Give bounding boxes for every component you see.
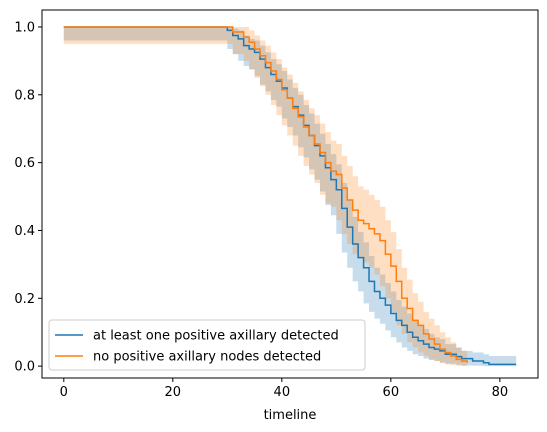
x-axis: 0 20 40 60 80 [60, 378, 508, 400]
x-tick-label: 20 [165, 385, 182, 400]
confidence-band-1 [63, 26, 517, 367]
x-tick-label: 80 [492, 385, 509, 400]
x-tick-label: 40 [274, 385, 291, 400]
confidence-bands [63, 26, 517, 367]
y-tick-label: 0.6 [14, 156, 35, 171]
x-tick-label: 60 [383, 385, 400, 400]
x-axis-label: timeline [264, 408, 317, 423]
survival-lines [63, 26, 517, 366]
legend-box [48, 319, 366, 371]
legend-label-1: at least one positive axillary detected [93, 329, 339, 344]
confidence-band-2 [63, 26, 468, 367]
legend: at least one positive axillary detected n… [48, 319, 366, 371]
survival-line-2 [63, 26, 468, 363]
y-tick-label: 0.0 [14, 360, 35, 375]
y-tick-label: 0.2 [14, 292, 35, 307]
y-tick-label: 0.4 [14, 224, 35, 239]
legend-label-2: no positive axillary nodes detected [93, 350, 321, 365]
survival-line-1 [63, 26, 517, 366]
y-tick-label: 1.0 [14, 20, 35, 35]
x-tick-label: 0 [60, 385, 68, 400]
y-axis: 0.0 0.2 0.4 0.6 0.8 1.0 [14, 20, 42, 375]
y-tick-label: 0.8 [14, 88, 35, 103]
plot-frame [41, 9, 539, 379]
